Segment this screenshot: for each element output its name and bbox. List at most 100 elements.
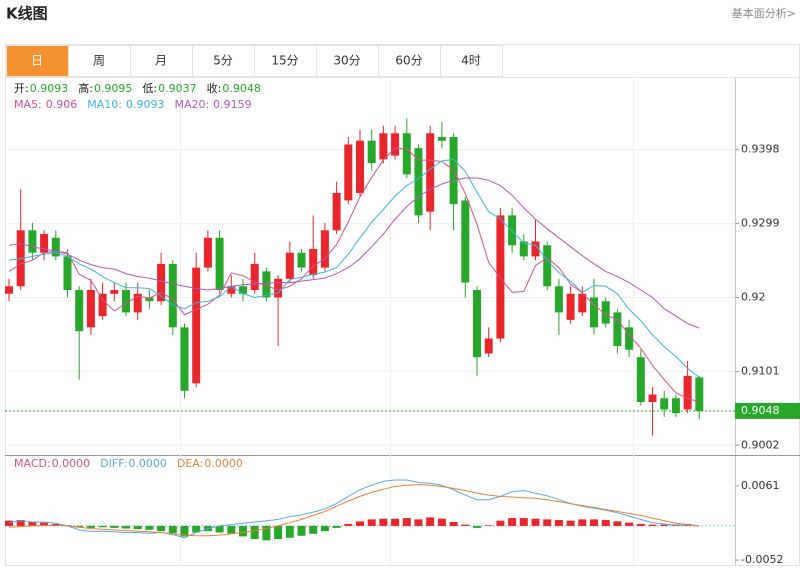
ohlc-value: 0.9095 — [94, 82, 133, 95]
macd-bar — [578, 519, 587, 526]
candle-body — [168, 263, 177, 328]
legend-name: MA20: — [174, 98, 209, 111]
tab-label[interactable]: 4时 — [461, 54, 481, 68]
macd-bar — [660, 524, 669, 526]
macd-bar — [145, 525, 154, 530]
candle-body — [5, 286, 13, 294]
last-price-label: 0.9048 — [741, 404, 780, 417]
tab[interactable] — [254, 45, 317, 77]
tab[interactable] — [6, 45, 69, 77]
tab-label[interactable]: 日 — [31, 54, 43, 68]
ohlc-label: 高: — [78, 81, 93, 95]
legend-value: 0.0000 — [204, 457, 243, 470]
macd-bar — [5, 520, 13, 526]
macd-bar — [356, 521, 364, 526]
ohlc-label: 低: — [142, 82, 157, 95]
candle-body — [367, 140, 376, 164]
macd-bar — [227, 525, 236, 534]
macd-bar — [379, 518, 388, 526]
candle-body — [578, 293, 587, 313]
macd-bar — [554, 520, 563, 526]
macd-bar — [391, 518, 400, 526]
tab[interactable] — [130, 45, 193, 77]
tab-label[interactable]: 30分 — [333, 54, 360, 68]
candle-body — [496, 215, 505, 339]
candle-body — [683, 375, 692, 410]
y-tick-label: 0.9101 — [741, 364, 780, 377]
candle-body — [648, 394, 657, 402]
ohlc-value: 0.9048 — [222, 82, 261, 95]
macd-bar — [110, 525, 119, 528]
macd-line — [8, 484, 700, 537]
candle-body — [262, 271, 271, 298]
legend-value: 0.0000 — [52, 457, 91, 470]
macd-bar — [86, 525, 95, 528]
candle-body — [695, 377, 704, 411]
candle-body — [215, 237, 224, 291]
macd-bar — [531, 518, 540, 526]
candle-body — [402, 133, 411, 175]
candle-body — [543, 245, 552, 287]
tab-label[interactable]: 5分 — [213, 54, 233, 68]
candle-body — [461, 200, 470, 283]
candle-body — [51, 237, 60, 257]
legend-value: 0.9159 — [213, 98, 252, 111]
macd-bar — [297, 525, 306, 536]
macd-bar — [414, 519, 423, 526]
analysis-link[interactable]: 基本面分析> — [732, 6, 796, 20]
candle-body — [250, 263, 259, 291]
macd-bar — [332, 525, 341, 528]
candle-body — [133, 293, 142, 313]
macd-bar — [473, 525, 481, 528]
ohlc-label: 开: — [14, 82, 29, 95]
candle-body — [274, 278, 283, 298]
candle-body — [145, 297, 154, 302]
candle-body — [566, 293, 575, 320]
candle-body — [75, 290, 84, 332]
candle-body — [660, 398, 669, 410]
legend-name: MACD: — [14, 457, 51, 470]
candle-body — [309, 248, 318, 276]
tab[interactable] — [192, 45, 255, 77]
candle-body — [285, 252, 294, 279]
tab-label[interactable]: 15分 — [271, 54, 298, 68]
candle-body — [601, 301, 610, 324]
y-tick-label: 0.9002 — [741, 438, 780, 451]
macd-bar — [484, 525, 493, 526]
macd-bar — [367, 519, 376, 526]
tab-label[interactable]: 60分 — [395, 54, 422, 68]
macd-bar — [508, 518, 517, 526]
candle-body — [297, 252, 306, 268]
y-tick-label: -0.0052 — [741, 553, 783, 566]
y-tick-label: 0.9299 — [741, 217, 780, 230]
macd-bar — [496, 520, 505, 526]
candle-body — [625, 327, 634, 350]
candle-body — [473, 290, 481, 358]
tab[interactable] — [440, 45, 503, 77]
candle-body — [356, 140, 364, 193]
ohlc-label: 收: — [207, 81, 222, 95]
macd-bar — [98, 525, 107, 528]
tab[interactable] — [68, 45, 131, 77]
macd-bar — [192, 525, 201, 533]
y-tick-label: 0.9398 — [741, 143, 780, 156]
tab-label[interactable]: 周 — [93, 54, 105, 68]
tab-label[interactable]: 月 — [155, 54, 167, 68]
macd-bar — [613, 521, 622, 526]
macd-bar — [239, 525, 247, 537]
macd-bar — [168, 525, 177, 534]
macd-bar — [402, 518, 411, 526]
candle-body — [554, 286, 563, 313]
macd-bar — [122, 525, 130, 529]
macd-bar — [590, 519, 598, 526]
legend-value: 0.906 — [46, 98, 78, 111]
candle-body — [40, 234, 49, 253]
y-tick-label: 0.92 — [741, 290, 766, 303]
macd-bar — [437, 518, 446, 526]
candle-body — [28, 230, 37, 253]
candle-body — [320, 230, 329, 268]
candle-body — [636, 357, 645, 402]
tab[interactable] — [378, 45, 441, 77]
